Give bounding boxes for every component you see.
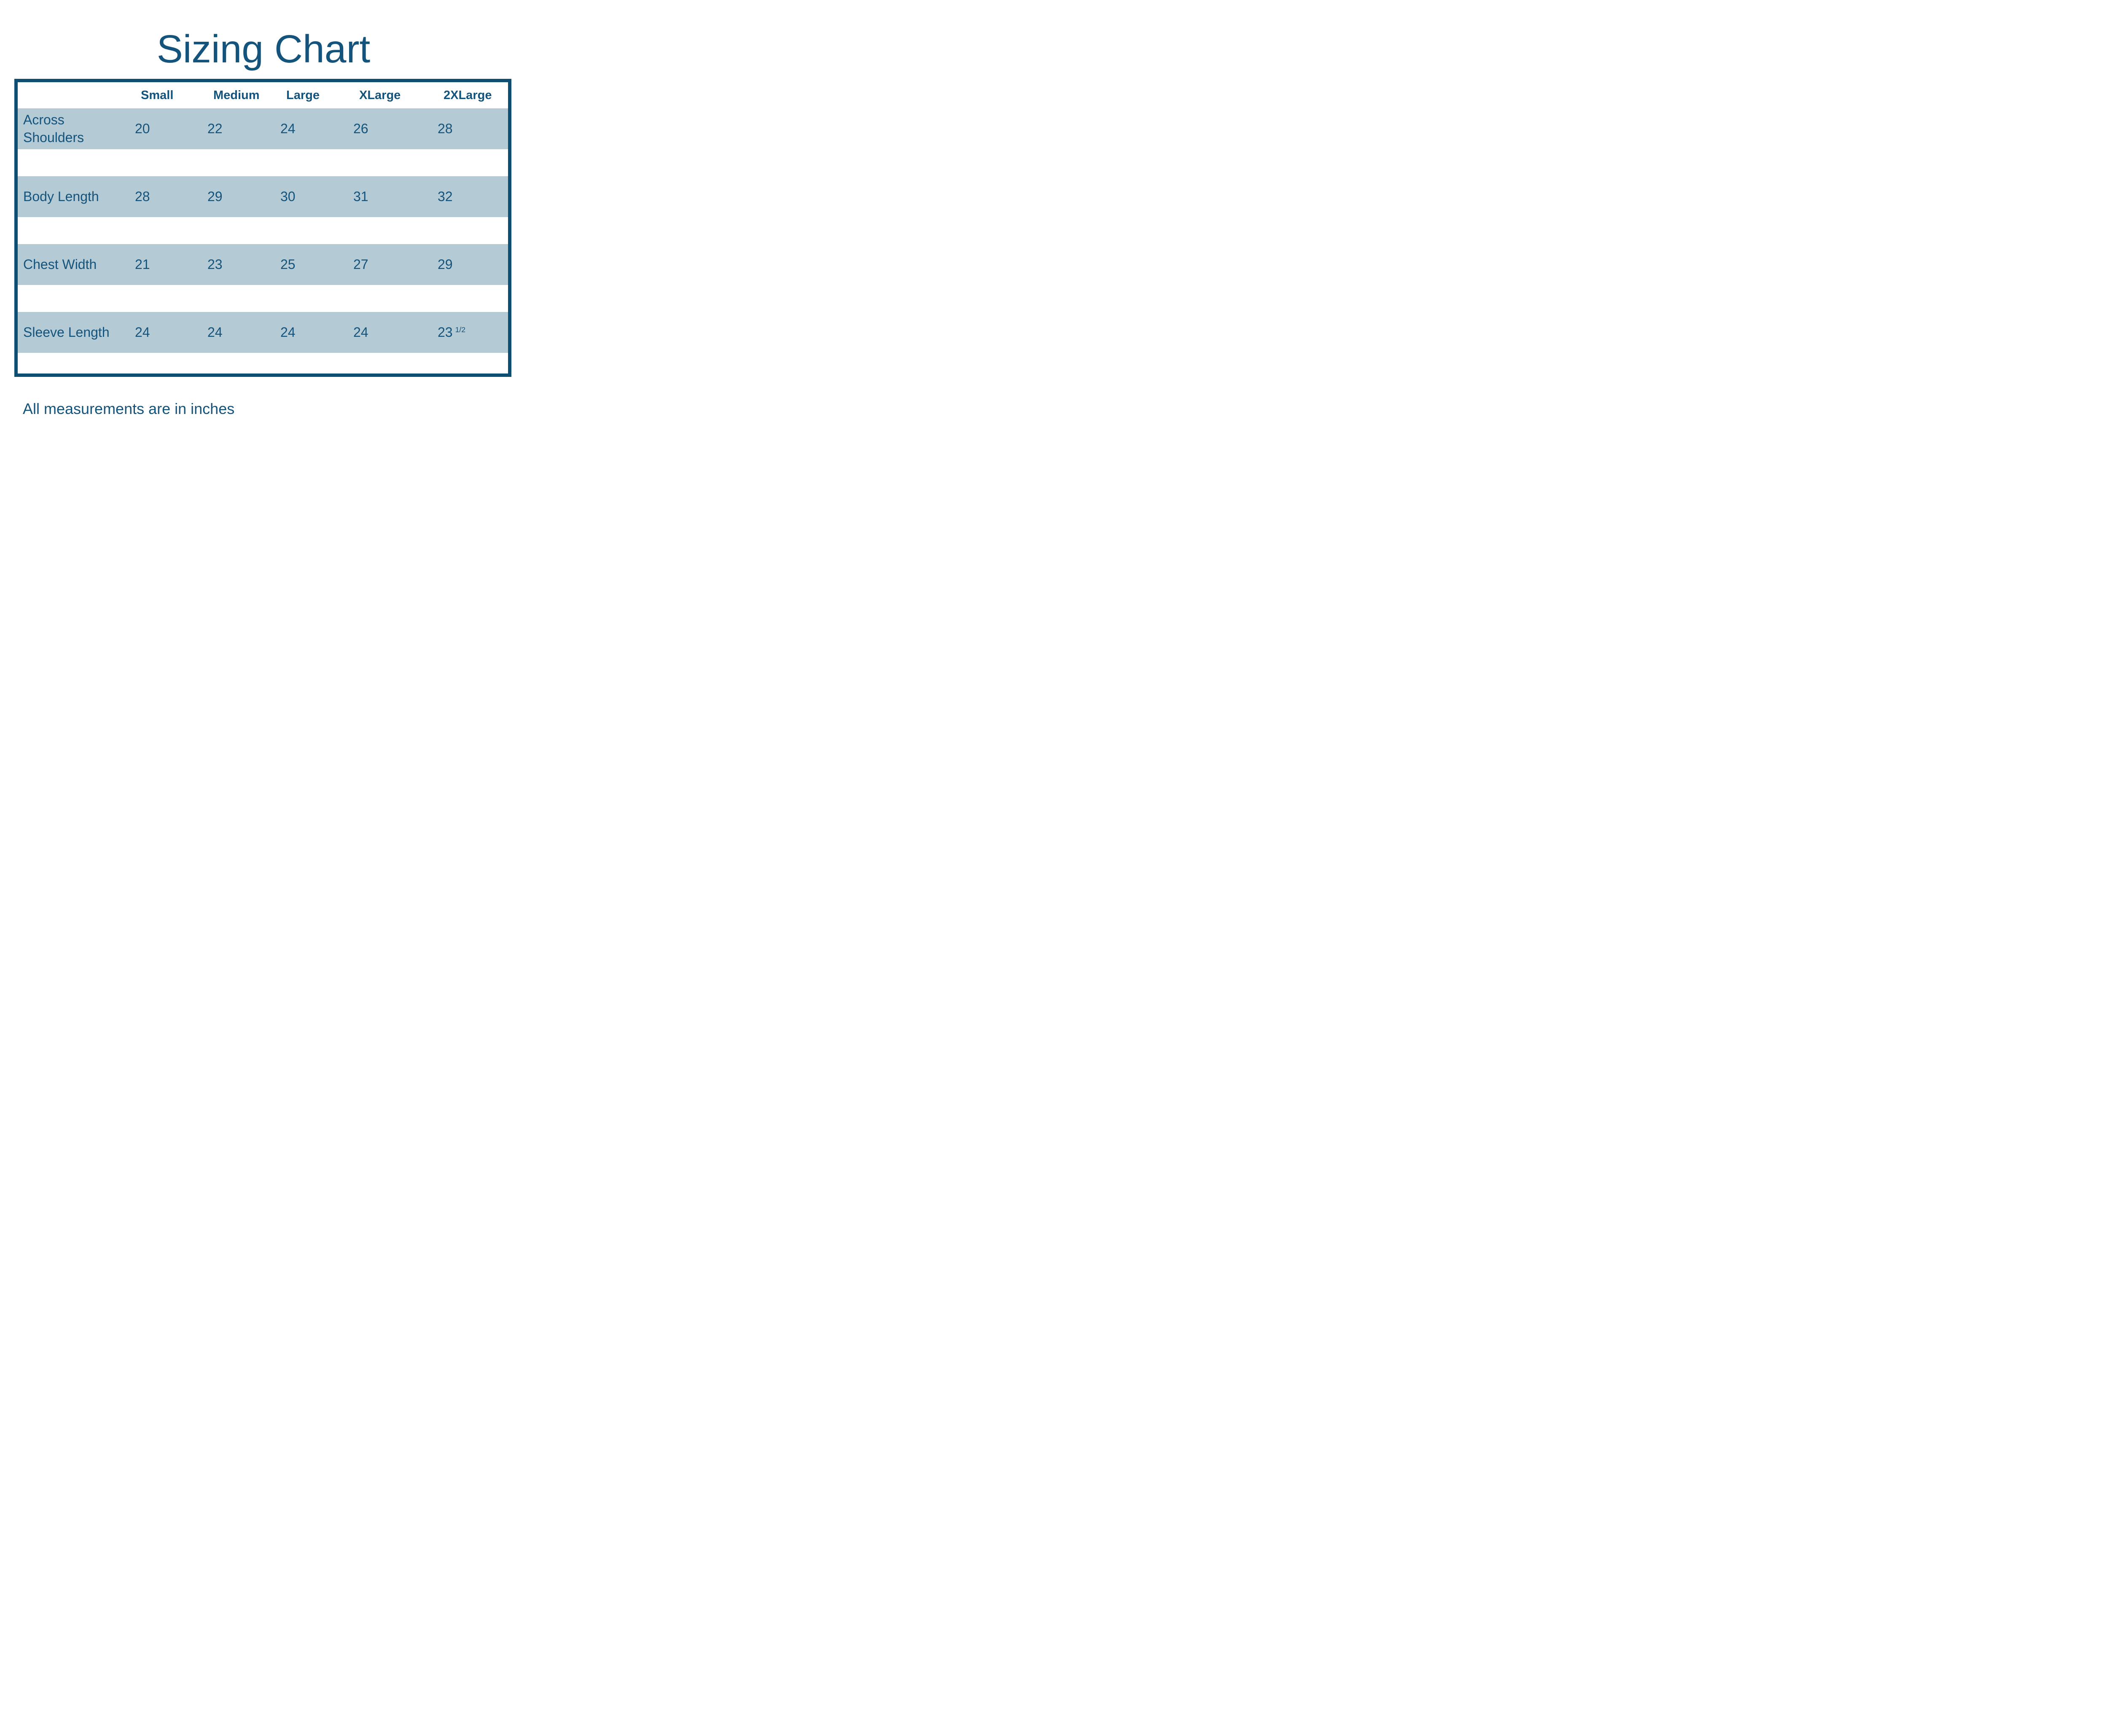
cell-value: 24: [353, 325, 368, 340]
column-header-2xlarge: 2XLarge: [444, 88, 492, 102]
cell-value: 24: [280, 121, 296, 136]
table-row-across-shoulders: Across Shoulders 20 22 24 26 28: [18, 108, 508, 149]
column-header-medium: Medium: [213, 88, 260, 102]
row-label: Across Shoulders: [23, 112, 84, 145]
table-row-body-length: Body Length 28 29 30 31 32: [18, 176, 508, 217]
cell-value: 28: [135, 189, 150, 204]
column-header-large: Large: [286, 88, 320, 102]
spacer-row: [18, 353, 508, 374]
spacer-row: [18, 217, 508, 244]
column-header-small: Small: [141, 88, 174, 102]
cell-value: 26: [353, 121, 368, 136]
table-row-chest-width: Chest Width 21 23 25 27 29: [18, 244, 508, 285]
cell-value: 23 1/2: [438, 325, 508, 340]
cell-value: 29: [438, 257, 453, 272]
spacer-row: [18, 285, 508, 312]
cell-value: 24: [280, 325, 296, 340]
cell-value: 28: [438, 121, 453, 136]
table-row-sleeve-length: Sleeve Length 24 24 24 24 23 1/2: [18, 312, 508, 353]
sizing-table: Small Medium Large XLarge 2XLarge Across…: [14, 79, 511, 377]
cell-value-base: 23: [438, 325, 453, 340]
footnote: All measurements are in inches: [23, 400, 235, 417]
cell-value: 21: [135, 257, 150, 272]
sizing-chart-page: Sizing Chart Small Medium Large XLarge 2…: [0, 0, 527, 434]
row-label: Body Length: [23, 188, 99, 204]
page-title: Sizing Chart: [156, 27, 371, 71]
row-label: Chest Width: [23, 256, 97, 272]
spacer-row: [18, 149, 508, 176]
cell-value: 22: [207, 121, 223, 136]
row-label: Sleeve Length: [23, 324, 110, 340]
cell-value: 24: [135, 325, 150, 340]
cell-value: 29: [207, 189, 223, 204]
cell-value: 20: [135, 121, 150, 136]
cell-value: 25: [280, 257, 296, 272]
cell-value: 27: [353, 257, 368, 272]
fraction-superscript: 1/2: [455, 325, 466, 334]
column-header-xlarge: XLarge: [359, 88, 401, 102]
cell-value: 30: [280, 189, 296, 204]
cell-value: 24: [207, 325, 223, 340]
cell-value: 31: [353, 189, 368, 204]
table-header-row: Small Medium Large XLarge 2XLarge: [18, 82, 508, 108]
cell-value: 32: [438, 189, 453, 204]
cell-value: 23: [207, 257, 223, 272]
